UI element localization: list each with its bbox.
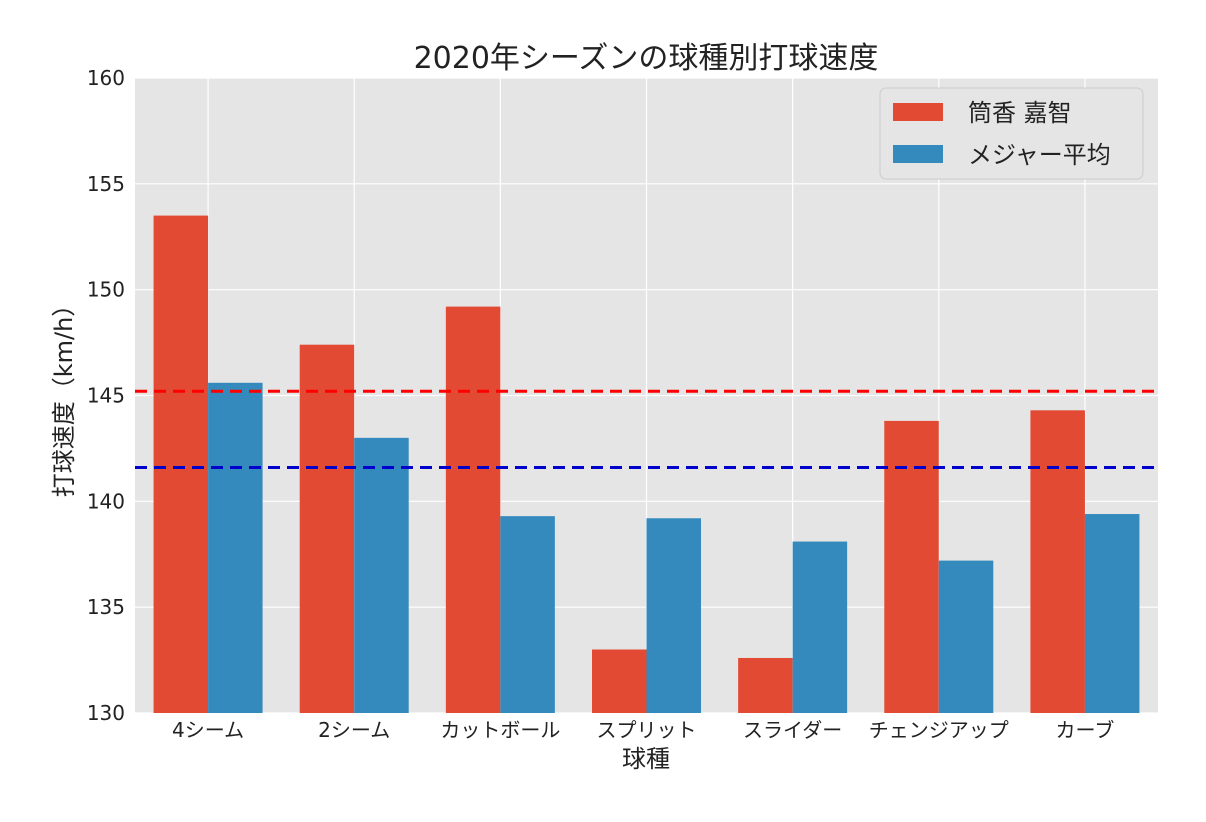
x-tick-label: スプリット <box>597 718 697 742</box>
bars <box>153 215 1140 714</box>
legend: 筒香 嘉智 メジャー平均 <box>879 87 1144 180</box>
legend-swatch-mlb-average <box>893 145 943 163</box>
x-tick-label: 4シーム <box>172 718 244 742</box>
y-tick-label: 145 <box>87 384 125 408</box>
legend-box <box>879 87 1144 180</box>
y-tick-label: 135 <box>87 595 125 619</box>
y-tick-label: 140 <box>87 489 125 513</box>
x-tick-labels: 4シーム 2シーム カットボール スプリット スライダー チェンジアップ カーブ <box>172 718 1114 742</box>
x-axis-title: 球種 <box>622 745 670 773</box>
x-tick-label: スライダー <box>743 718 842 742</box>
bar-mlb-average <box>500 516 555 713</box>
bar-mlb-average <box>646 518 701 713</box>
bar-mlb-average <box>208 382 263 713</box>
bar-mlb-average <box>1084 514 1140 713</box>
bar-tsutsugo <box>153 215 209 714</box>
x-tick-label: カットボール <box>440 718 560 742</box>
x-tick-label: 2シーム <box>318 718 390 742</box>
y-tick-label: 160 <box>87 66 125 90</box>
bar-tsutsugo <box>299 344 355 713</box>
legend-swatch-tsutsugo <box>893 103 943 121</box>
bar-tsutsugo <box>1030 410 1085 713</box>
y-axis-title: 打球速度（km/h） <box>50 293 78 498</box>
bar-mlb-average <box>354 437 409 713</box>
y-tick-labels: 130 135 140 145 150 155 160 <box>87 66 125 725</box>
bar-mlb-average <box>938 560 994 713</box>
bar-mlb-average <box>792 541 848 713</box>
y-tick-label: 155 <box>87 172 125 196</box>
x-tick-label: チェンジアップ <box>869 718 1009 742</box>
bar-tsutsugo <box>738 657 793 713</box>
chart-title: 2020年シーズンの球種別打球速度 <box>414 41 879 76</box>
legend-label-tsutsugo: 筒香 嘉智 <box>968 99 1072 127</box>
x-tick-label: カーブ <box>1056 718 1115 742</box>
y-tick-label: 130 <box>87 701 125 725</box>
y-tick-label: 150 <box>87 278 125 302</box>
bar-tsutsugo <box>445 306 501 713</box>
legend-label-mlb-average: メジャー平均 <box>968 141 1111 169</box>
bar-tsutsugo <box>592 649 647 713</box>
bar-tsutsugo <box>884 420 939 713</box>
